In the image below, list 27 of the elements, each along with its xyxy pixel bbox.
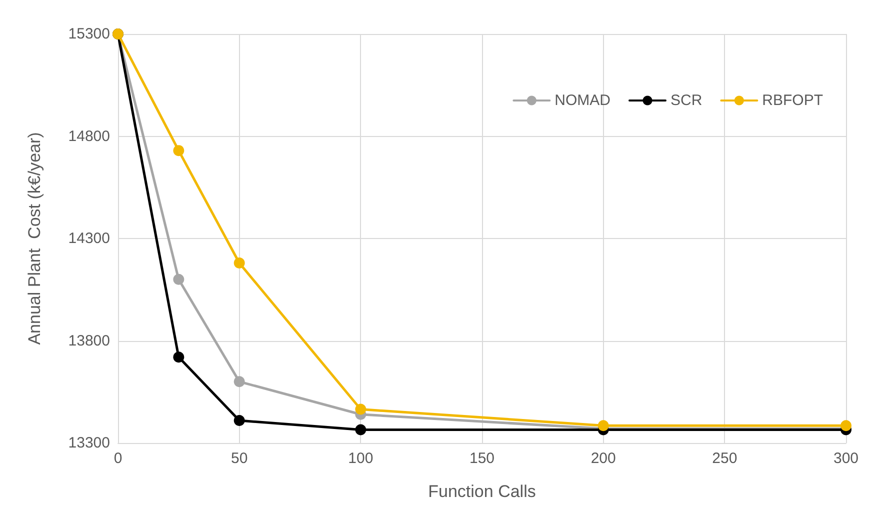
y-tick-label: 13800	[68, 332, 110, 350]
point	[355, 404, 366, 415]
y-tick-label: 14300	[68, 230, 110, 247]
point	[173, 352, 184, 363]
point	[598, 420, 609, 432]
x-tick-label: 0	[114, 450, 122, 467]
x-tick-label: 250	[712, 450, 738, 467]
x-tick-label: 50	[230, 450, 248, 467]
x-axis-title: Function Calls	[428, 482, 536, 501]
point	[840, 420, 852, 432]
point	[173, 274, 184, 285]
x-tick-label: 150	[469, 450, 495, 467]
legend-label: SCR	[670, 92, 702, 109]
y-tick-label: 14800	[68, 128, 110, 145]
y-tick-label: 15300	[68, 26, 110, 42]
legend-label: NOMAD	[554, 92, 611, 109]
legend-label: RBFOPT	[762, 92, 824, 109]
point	[234, 258, 245, 269]
point	[234, 415, 245, 426]
x-tick-label: 300	[833, 450, 859, 467]
y-axis-title: Annual Plant Cost (k€/year)	[25, 132, 44, 345]
x-tick-label: 100	[348, 450, 374, 467]
point	[173, 145, 184, 156]
x-tick-label: 200	[590, 450, 616, 467]
point	[355, 424, 366, 436]
y-tick-label: 13300	[68, 434, 110, 452]
point	[234, 376, 245, 388]
